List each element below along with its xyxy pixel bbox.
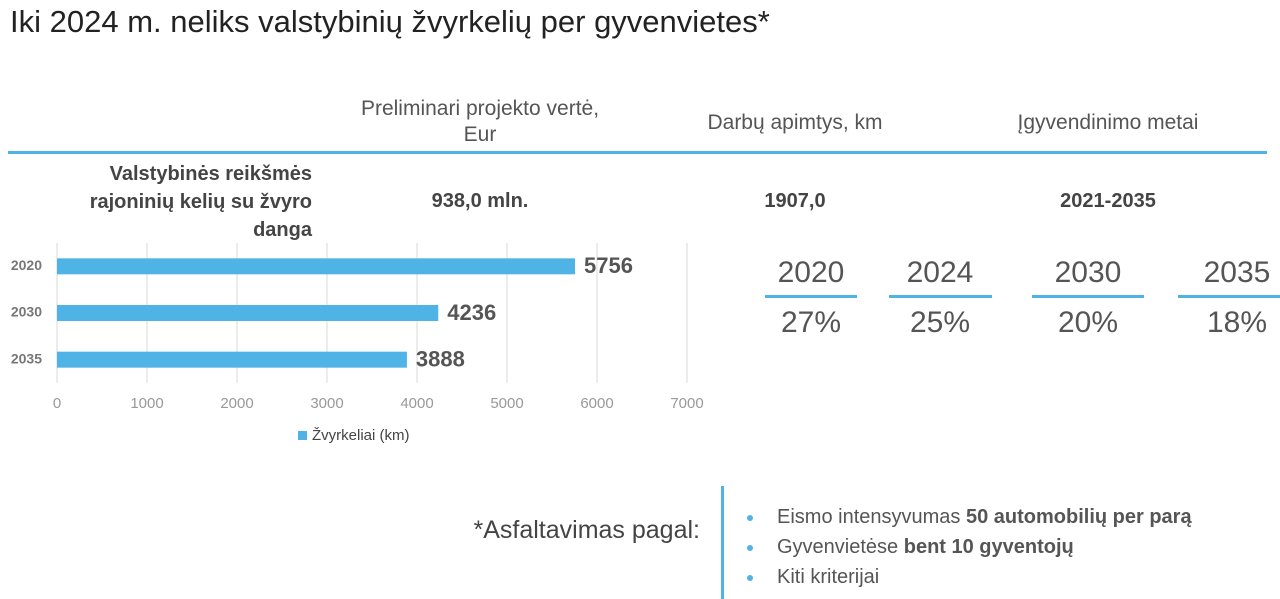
header-rule (8, 151, 1267, 154)
cell: 1907,0 (764, 190, 826, 212)
legend-label: Žvyrkeliai (km) (312, 427, 410, 444)
column-header: Darbų apimtys, km (707, 111, 883, 134)
rule (1032, 295, 1144, 298)
legend-swatch (298, 431, 307, 440)
rule (889, 295, 992, 298)
title: Iki 2024 m. neliks valstybinių žvyrkelių… (10, 4, 770, 39)
footnote-label: *Asfaltavimas pagal: (473, 516, 700, 544)
item-text: Eismo intensyvumas (777, 506, 966, 528)
share-year: 2035 (1203, 256, 1271, 289)
item-text: Gyvenvietėse (777, 536, 904, 558)
y-tick-label: 2035 (11, 350, 42, 366)
bar (57, 258, 576, 275)
x-tick-label: 2000 (220, 395, 253, 412)
x-tick-label: 4000 (400, 395, 433, 412)
share-year: 2020 (777, 256, 845, 289)
list-item: Eismo intensyvumas 50 automobilių per pa… (747, 506, 1192, 529)
row-label: Valstybinės reikšmės rajoninių kelių su … (89, 163, 312, 241)
data-label: 4236 (447, 300, 496, 325)
column-header: Preliminari projekto vertė, Eur (360, 97, 600, 146)
x-tick-label: 6000 (580, 395, 613, 412)
y-tick-label: 2020 (11, 257, 42, 273)
column-header: Įgyvendinimo metai (1017, 111, 1199, 134)
share-value: 27% (780, 306, 842, 339)
list-item: Gyvenvietėse bent 10 gyventojų (747, 536, 1074, 559)
share-year: 2030 (1054, 256, 1122, 289)
share-value: 20% (1057, 306, 1119, 339)
x-tick-label: 1000 (130, 395, 163, 412)
data-label: 5756 (584, 253, 633, 278)
chart: 0 1000 2000 3000 4000 5000 6000 7000 2020 5756 203… (11, 243, 704, 444)
y-tick-label: 2030 (11, 304, 42, 320)
cell: 938,0 mln. (431, 190, 529, 212)
item-bold: bent 10 gyventojų (903, 536, 1074, 558)
share-year: 2024 (906, 256, 974, 289)
item-text: Kiti kriterijai (777, 566, 880, 588)
bar (57, 305, 439, 321)
x-tick-label: 3000 (310, 395, 343, 412)
x-tick-label: 7000 (670, 395, 703, 412)
item-bold: 50 automobilių per parą (965, 506, 1192, 528)
footnote-rule (721, 486, 724, 599)
rule (765, 295, 857, 298)
data-label: 3888 (416, 346, 465, 371)
share-value: 25% (909, 306, 971, 339)
bar (57, 351, 407, 368)
cell: 2021-2035 (1060, 190, 1156, 212)
x-tick-label: 5000 (490, 395, 523, 412)
x-tick-label: 0 (53, 395, 61, 412)
share-value: 18% (1206, 306, 1268, 339)
rule (1178, 295, 1280, 298)
list-item: Kiti kriterijai (747, 566, 880, 589)
